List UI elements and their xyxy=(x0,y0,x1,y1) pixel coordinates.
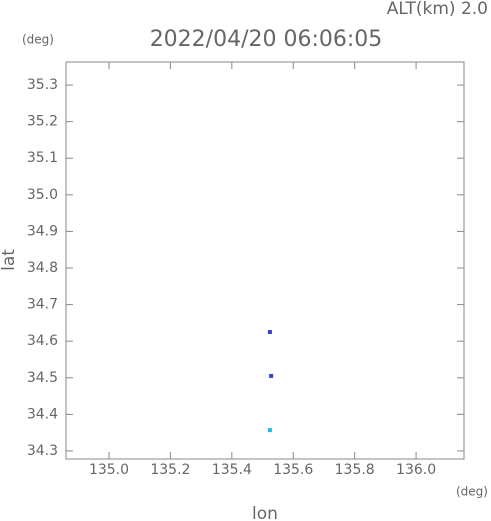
point xyxy=(267,330,272,335)
plot-frame xyxy=(65,61,465,460)
x-unit: (deg) xyxy=(456,485,488,499)
y-tick-label: 35.2 xyxy=(27,114,58,130)
x-tick-label: 135.6 xyxy=(273,462,313,478)
x-axis-label: lon xyxy=(252,504,278,521)
x-tick-label: 136.0 xyxy=(396,462,436,478)
y-tick-label: 34.5 xyxy=(27,370,58,386)
point xyxy=(269,373,274,378)
y-tick-label: 34.9 xyxy=(27,223,58,239)
y-unit: (deg) xyxy=(22,33,54,47)
chart-title: 2022/04/20 06:06:05 xyxy=(150,27,383,52)
y-tick-label: 34.7 xyxy=(27,297,58,313)
altitude-label: ALT(km) 2.0 xyxy=(387,0,488,19)
y-tick-label: 34.6 xyxy=(27,333,58,349)
x-tick-label: 135.2 xyxy=(150,462,190,478)
y-tick-label: 35.1 xyxy=(27,150,58,166)
x-tick-label: 135.0 xyxy=(89,462,129,478)
point xyxy=(267,428,272,433)
y-axis-label: lat xyxy=(0,249,19,271)
x-tick-label: 135.8 xyxy=(335,462,375,478)
y-tick-label: 34.8 xyxy=(27,260,58,276)
y-tick-label: 35.0 xyxy=(27,187,58,203)
y-tick-label: 34.4 xyxy=(27,406,58,422)
x-tick-label: 135.4 xyxy=(212,462,252,478)
y-tick-label: 35.3 xyxy=(27,77,58,93)
y-tick-label: 34.3 xyxy=(27,443,58,459)
